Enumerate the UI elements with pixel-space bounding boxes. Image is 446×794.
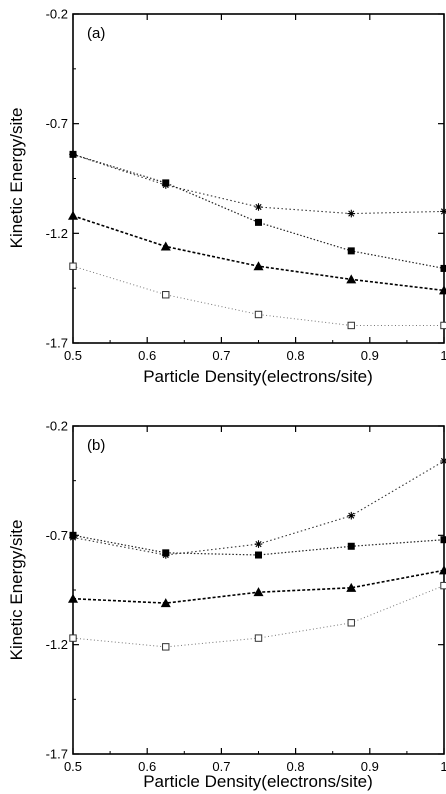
data-point-filled-triangle xyxy=(160,598,171,608)
data-point-filled-triangle xyxy=(253,587,264,597)
data-point-filled-triangle xyxy=(68,593,78,603)
data-point-filled-triangle xyxy=(439,565,446,575)
data-point-open-square xyxy=(69,262,77,270)
y-tick-label: -1.7 xyxy=(46,336,68,351)
series-group xyxy=(68,150,446,330)
data-point-open-square xyxy=(347,321,355,330)
data-point-open-square xyxy=(440,581,446,590)
y-tick-label: -0.2 xyxy=(46,7,68,22)
data-point-filled-square xyxy=(69,531,77,539)
data-point-filled-square xyxy=(347,542,355,550)
data-point-open-square xyxy=(440,321,446,330)
x-tick-label: 0.6 xyxy=(138,348,156,363)
ticks xyxy=(72,13,445,344)
data-point-filled-triangle xyxy=(68,210,78,220)
data-point-open-square xyxy=(162,643,170,651)
y-axis-title: Kinetic Energy/site xyxy=(7,108,26,249)
x-axis-title: Particle Density(electrons/site) xyxy=(143,772,373,791)
data-point-open-square xyxy=(162,291,170,299)
series-group xyxy=(68,457,446,651)
panel-label: (b) xyxy=(87,437,105,454)
y-tick-label: -1.2 xyxy=(46,226,68,241)
x-tick-label: 0.8 xyxy=(287,348,305,363)
data-point-filled-square xyxy=(440,264,446,272)
x-tick-label: 0.5 xyxy=(64,348,82,363)
data-point-filled-triangle xyxy=(346,582,357,592)
data-point-filled-square xyxy=(255,218,262,226)
tick-labels: 0.5 0.6 0.7 0.8 0.9 1 -0.2 -0.7 -1.2 -1.7 xyxy=(46,7,446,364)
data-point-filled-triangle xyxy=(253,261,264,271)
data-point-star xyxy=(440,457,446,465)
data-point-filled-triangle xyxy=(346,274,357,284)
y-tick-label: -1.2 xyxy=(46,637,68,652)
x-tick-label: 0.8 xyxy=(287,759,305,774)
data-point-star xyxy=(254,540,263,548)
plot-frame xyxy=(72,13,445,344)
y-tick-label: -1.7 xyxy=(46,747,68,762)
data-point-star xyxy=(440,207,446,216)
series-line-filled-square xyxy=(72,153,445,269)
y-tick-label: -0.7 xyxy=(46,116,68,131)
panel-label: (a) xyxy=(87,25,105,42)
data-point-open-square xyxy=(254,310,263,319)
chart-panel-a: 0.5 0.6 0.7 0.8 0.9 1 -0.2 -0.7 -1.2 -1.7 (a) Par… xyxy=(7,7,446,386)
y-tick-label: -0.2 xyxy=(46,419,68,434)
x-tick-label: 0.7 xyxy=(212,759,230,774)
y-axis-title: Kinetic Energy/site xyxy=(7,520,26,661)
data-point-filled-square xyxy=(347,247,355,255)
data-point-filled-square xyxy=(69,150,77,158)
chart-panel-b: 0.5 0.6 0.7 0.8 0.9 1 -0.2 -0.7 -1.2 -1.7 (b) Par… xyxy=(7,419,446,791)
data-point-star xyxy=(347,209,356,218)
data-point-filled-square xyxy=(440,536,446,544)
data-point-star xyxy=(347,511,356,520)
data-point-open-square xyxy=(69,634,77,642)
x-tick-label: 1 xyxy=(440,348,446,363)
data-point-star xyxy=(254,203,263,211)
x-tick-label: 0.6 xyxy=(138,759,156,774)
series-line-filled-triangle xyxy=(72,569,445,604)
data-point-filled-triangle xyxy=(439,285,446,295)
y-tick-label: -0.7 xyxy=(46,528,68,543)
data-point-open-square xyxy=(347,619,355,627)
data-point-open-square xyxy=(254,634,263,642)
data-point-filled-square xyxy=(255,551,262,559)
series-line-star xyxy=(72,460,445,556)
x-tick-label: 0.9 xyxy=(361,759,379,774)
x-tick-label: 0.9 xyxy=(361,348,379,363)
data-point-filled-square xyxy=(162,179,170,187)
data-point-filled-square xyxy=(162,549,170,557)
x-tick-label: 1 xyxy=(440,759,446,774)
tick-labels: 0.5 0.6 0.7 0.8 0.9 1 -0.2 -0.7 -1.2 -1.7 xyxy=(46,419,446,775)
x-tick-label: 0.7 xyxy=(212,348,230,363)
x-tick-label: 0.5 xyxy=(64,759,82,774)
x-axis-title: Particle Density(electrons/site) xyxy=(143,367,373,386)
data-point-filled-triangle xyxy=(160,241,171,251)
series-line-filled-triangle xyxy=(72,215,445,292)
